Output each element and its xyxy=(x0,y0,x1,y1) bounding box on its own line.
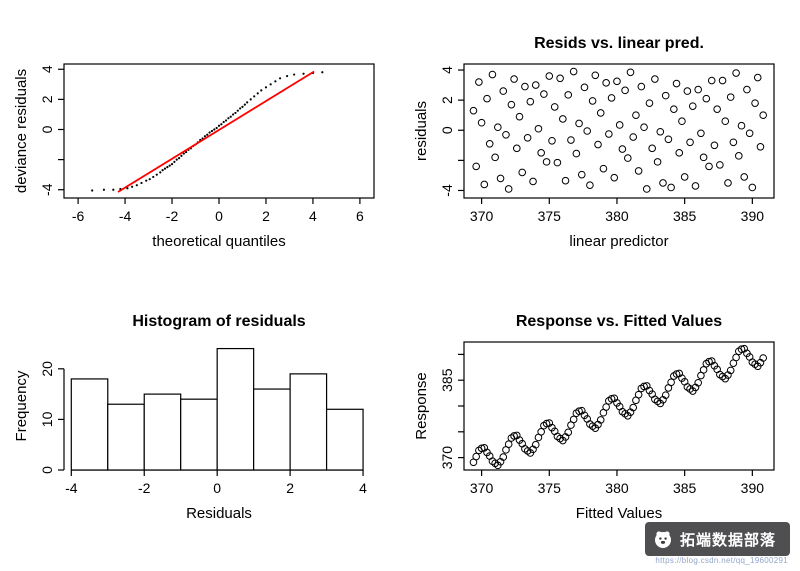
svg-text:-4: -4 xyxy=(439,184,455,197)
svg-text:0: 0 xyxy=(39,466,55,474)
svg-text:deviance residuals: deviance residuals xyxy=(13,69,30,193)
svg-text:-4: -4 xyxy=(39,183,55,196)
svg-text:2: 2 xyxy=(286,480,294,496)
svg-text:0: 0 xyxy=(213,480,221,496)
histogram-of-residuals-panel: Histogram of residuals -4 -2 0 2 4 0 10 20 Residu… xyxy=(13,313,367,522)
svg-text:4: 4 xyxy=(359,480,367,496)
svg-text:0: 0 xyxy=(215,208,223,224)
svg-text:2: 2 xyxy=(439,96,455,104)
svg-text:Response: Response xyxy=(413,372,430,440)
svg-text:4: 4 xyxy=(309,208,317,224)
svg-text:Residuals: Residuals xyxy=(186,505,252,522)
svg-text:0: 0 xyxy=(439,126,455,134)
svg-text:Fitted Values: Fitted Values xyxy=(576,505,662,522)
svg-text:Response vs. Fitted Values: Response vs. Fitted Values xyxy=(516,313,722,330)
response-vs-fitted-panel: Response vs. Fitted Values 370 375 380 385 39… xyxy=(413,313,775,522)
svg-text:385: 385 xyxy=(673,480,697,496)
svg-text:-2: -2 xyxy=(166,208,179,224)
svg-text:2: 2 xyxy=(39,95,55,103)
svg-text:10: 10 xyxy=(39,411,55,427)
svg-text:390: 390 xyxy=(741,480,765,496)
svg-text:4: 4 xyxy=(39,65,55,73)
watermark-url: https://blog.csdn.net/qq_19600291 xyxy=(655,556,788,565)
svg-text:theoretical quantiles: theoretical quantiles xyxy=(152,233,285,250)
watermark-logo-icon xyxy=(653,529,673,549)
svg-text:-2: -2 xyxy=(138,480,151,496)
svg-text:385: 385 xyxy=(439,368,455,392)
svg-text:375: 375 xyxy=(538,208,562,224)
watermark-badge: 拓端数据部落 xyxy=(644,522,790,556)
svg-text:-4: -4 xyxy=(65,480,78,496)
svg-text:6: 6 xyxy=(356,208,364,224)
svg-text:Frequency: Frequency xyxy=(13,370,30,441)
svg-text:385: 385 xyxy=(673,208,697,224)
svg-text:390: 390 xyxy=(741,208,765,224)
svg-text:2: 2 xyxy=(262,208,270,224)
qq-plot-panel: -6 -4 -2 0 2 4 6 -4 0 2 4 theoretical quantiles devi… xyxy=(13,63,375,250)
watermark-text: 拓端数据部落 xyxy=(679,531,776,549)
svg-text:linear predictor: linear predictor xyxy=(569,233,668,250)
svg-text:residuals: residuals xyxy=(413,101,430,161)
svg-text:20: 20 xyxy=(39,361,55,377)
svg-text:-6: -6 xyxy=(72,208,85,224)
svg-text:370: 370 xyxy=(470,208,494,224)
svg-text:0: 0 xyxy=(39,125,55,133)
svg-text:Histogram of residuals: Histogram of residuals xyxy=(132,313,305,330)
svg-text:375: 375 xyxy=(538,480,562,496)
residuals-vs-linear-pred-panel: Resids vs. linear pred. 370 375 380 385 390 -4… xyxy=(413,35,775,250)
svg-text:380: 380 xyxy=(605,208,629,224)
svg-text:370: 370 xyxy=(439,446,455,470)
svg-text:Resids vs. linear pred.: Resids vs. linear pred. xyxy=(534,35,704,52)
svg-text:380: 380 xyxy=(605,480,629,496)
svg-text:-4: -4 xyxy=(119,208,132,224)
svg-text:4: 4 xyxy=(439,66,455,74)
svg-text:370: 370 xyxy=(470,480,494,496)
